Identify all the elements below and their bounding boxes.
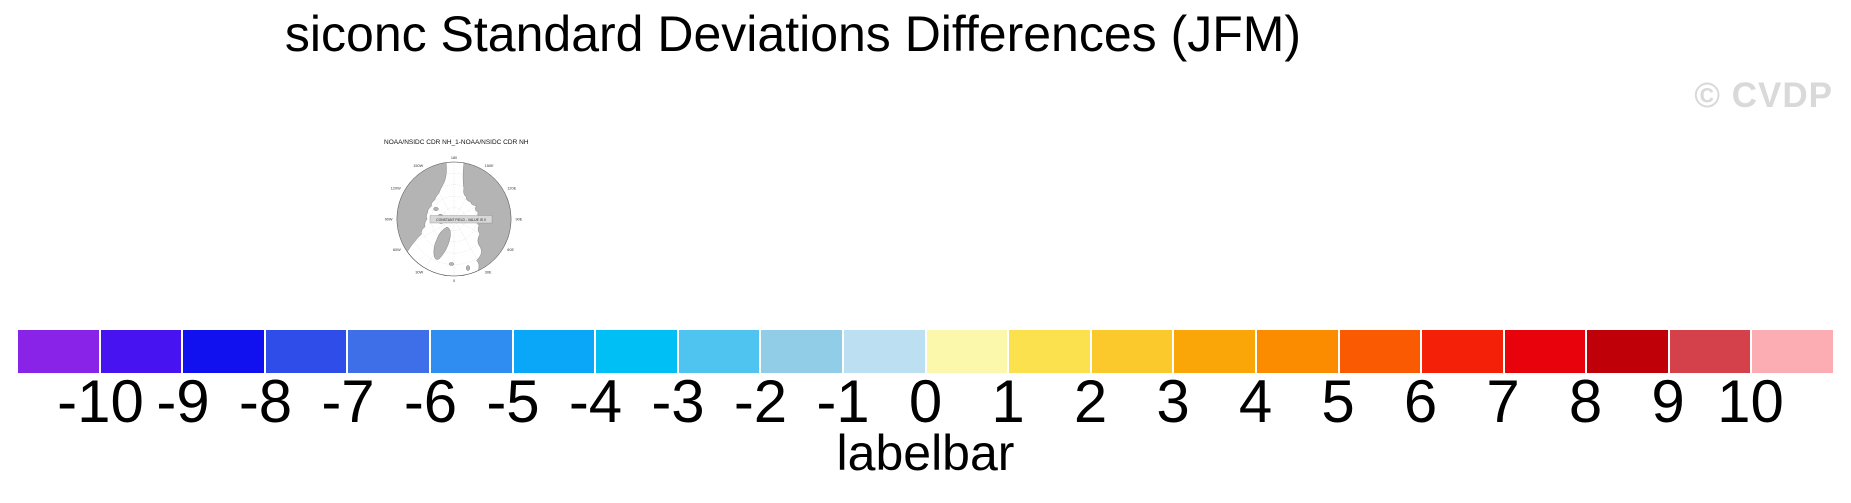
tick-label--6: -6: [403, 368, 458, 435]
tick-label-0: 0: [908, 368, 943, 435]
grid-label-120E: 120E: [507, 187, 516, 191]
tick-label--5: -5: [486, 368, 540, 435]
labelbar-box-5: [430, 330, 512, 373]
labelbar-box-4: [348, 330, 429, 373]
grid-label-150E: 150E: [485, 164, 494, 168]
labelbar-caption: labelbar: [836, 425, 1015, 481]
land-iceland: [449, 262, 454, 266]
grid-label-120W: 120W: [391, 187, 401, 191]
grid-label-90E: 90E: [516, 217, 523, 221]
labelbar-box-0: [18, 330, 99, 373]
labelbar-box-12: [1009, 330, 1090, 373]
polar-map-panel: NOAA/NSIDC CDR NH_1-NOAA/NSIDC CDR NH: [384, 139, 529, 290]
labelbar-box-2: [183, 330, 264, 373]
grid-label-60W: 60W: [393, 248, 401, 252]
labelbar-box-8: [678, 330, 760, 373]
tick-label-4: 4: [1238, 368, 1273, 435]
grid-label-30W: 30W: [415, 271, 423, 275]
grid-label-30E: 30E: [485, 271, 492, 275]
labelbar-boxes: [18, 330, 1834, 373]
tick-label-7: 7: [1486, 368, 1520, 435]
land-greenland: [433, 226, 451, 260]
grid-label-150W: 150W: [413, 164, 423, 168]
constant-field-label: CONSTANT FIELD - VALUE IS 0: [436, 218, 486, 222]
map-panel-title: NOAA/NSIDC CDR NH_1-NOAA/NSIDC CDR NH: [384, 139, 529, 146]
cvdp-watermark: © CVDP: [1694, 76, 1833, 115]
land-north-america: [396, 162, 447, 252]
labelbar-box-14: [1174, 330, 1255, 373]
labelbar-box-10: [843, 330, 925, 373]
labelbar-box-11: [926, 330, 1008, 373]
labelbar-box-1: [100, 330, 182, 373]
tick-label-6: 6: [1403, 368, 1438, 435]
land-archipelago: [433, 207, 439, 211]
map-grid-labels: 180 150E 120E 90E 60E 30E 0 30W 60W 90W 120W 150W: [385, 156, 523, 283]
tick-label-8: 8: [1568, 368, 1603, 435]
labelbar-box-16: [1339, 330, 1421, 373]
tick-label-5: 5: [1321, 368, 1355, 435]
tick-label-10: 10: [1717, 368, 1784, 435]
tick-label-9: 9: [1651, 368, 1685, 435]
labelbar-box-15: [1256, 330, 1338, 373]
labelbar-box-18: [1504, 330, 1586, 373]
tick-label--1: -1: [816, 368, 870, 435]
polar-stereographic-map: CONSTANT FIELD - VALUE IS 0 180 150E 120E 9…: [385, 156, 523, 283]
grid-label-180: 180: [451, 156, 457, 160]
labelbar-strip: [18, 330, 1834, 373]
labelbar-box-20: [1669, 330, 1751, 373]
tick-label--3: -3: [651, 368, 705, 435]
tick-label-1: 1: [991, 368, 1025, 435]
tick-label--8: -8: [238, 368, 293, 435]
figure-title: siconc Standard Deviations Differences (…: [284, 6, 1302, 62]
grid-label-90W: 90W: [385, 217, 393, 221]
tick-label--2: -2: [733, 368, 788, 435]
labelbar-box-6: [513, 330, 595, 373]
labelbar-box-19: [1587, 330, 1668, 373]
labelbar-box-21: [1752, 330, 1834, 373]
tick-label--10: -10: [57, 368, 144, 435]
grid-label-60E: 60E: [507, 248, 514, 252]
land-british-isles: [466, 265, 470, 271]
tick-label--7: -7: [321, 368, 375, 435]
tick-label--4: -4: [568, 368, 623, 435]
tick-label-2: 2: [1073, 368, 1108, 435]
labelbar-box-7: [596, 330, 677, 373]
grid-label-0: 0: [453, 279, 455, 283]
tick-label-3: 3: [1156, 368, 1190, 435]
labelbar-box-17: [1422, 330, 1503, 373]
tick-label--9: -9: [156, 368, 210, 435]
labelbar-box-13: [1091, 330, 1173, 373]
labelbar-tick-row: -10 -9 -8 -7 -6 -5 -4 -3 -2 -1 0 1 2 3 4 5 6 7 8 9 10: [18, 372, 1833, 434]
constant-field-box: [429, 215, 493, 224]
labelbar-box-3: [265, 330, 347, 373]
labelbar-box-9: [761, 330, 842, 373]
